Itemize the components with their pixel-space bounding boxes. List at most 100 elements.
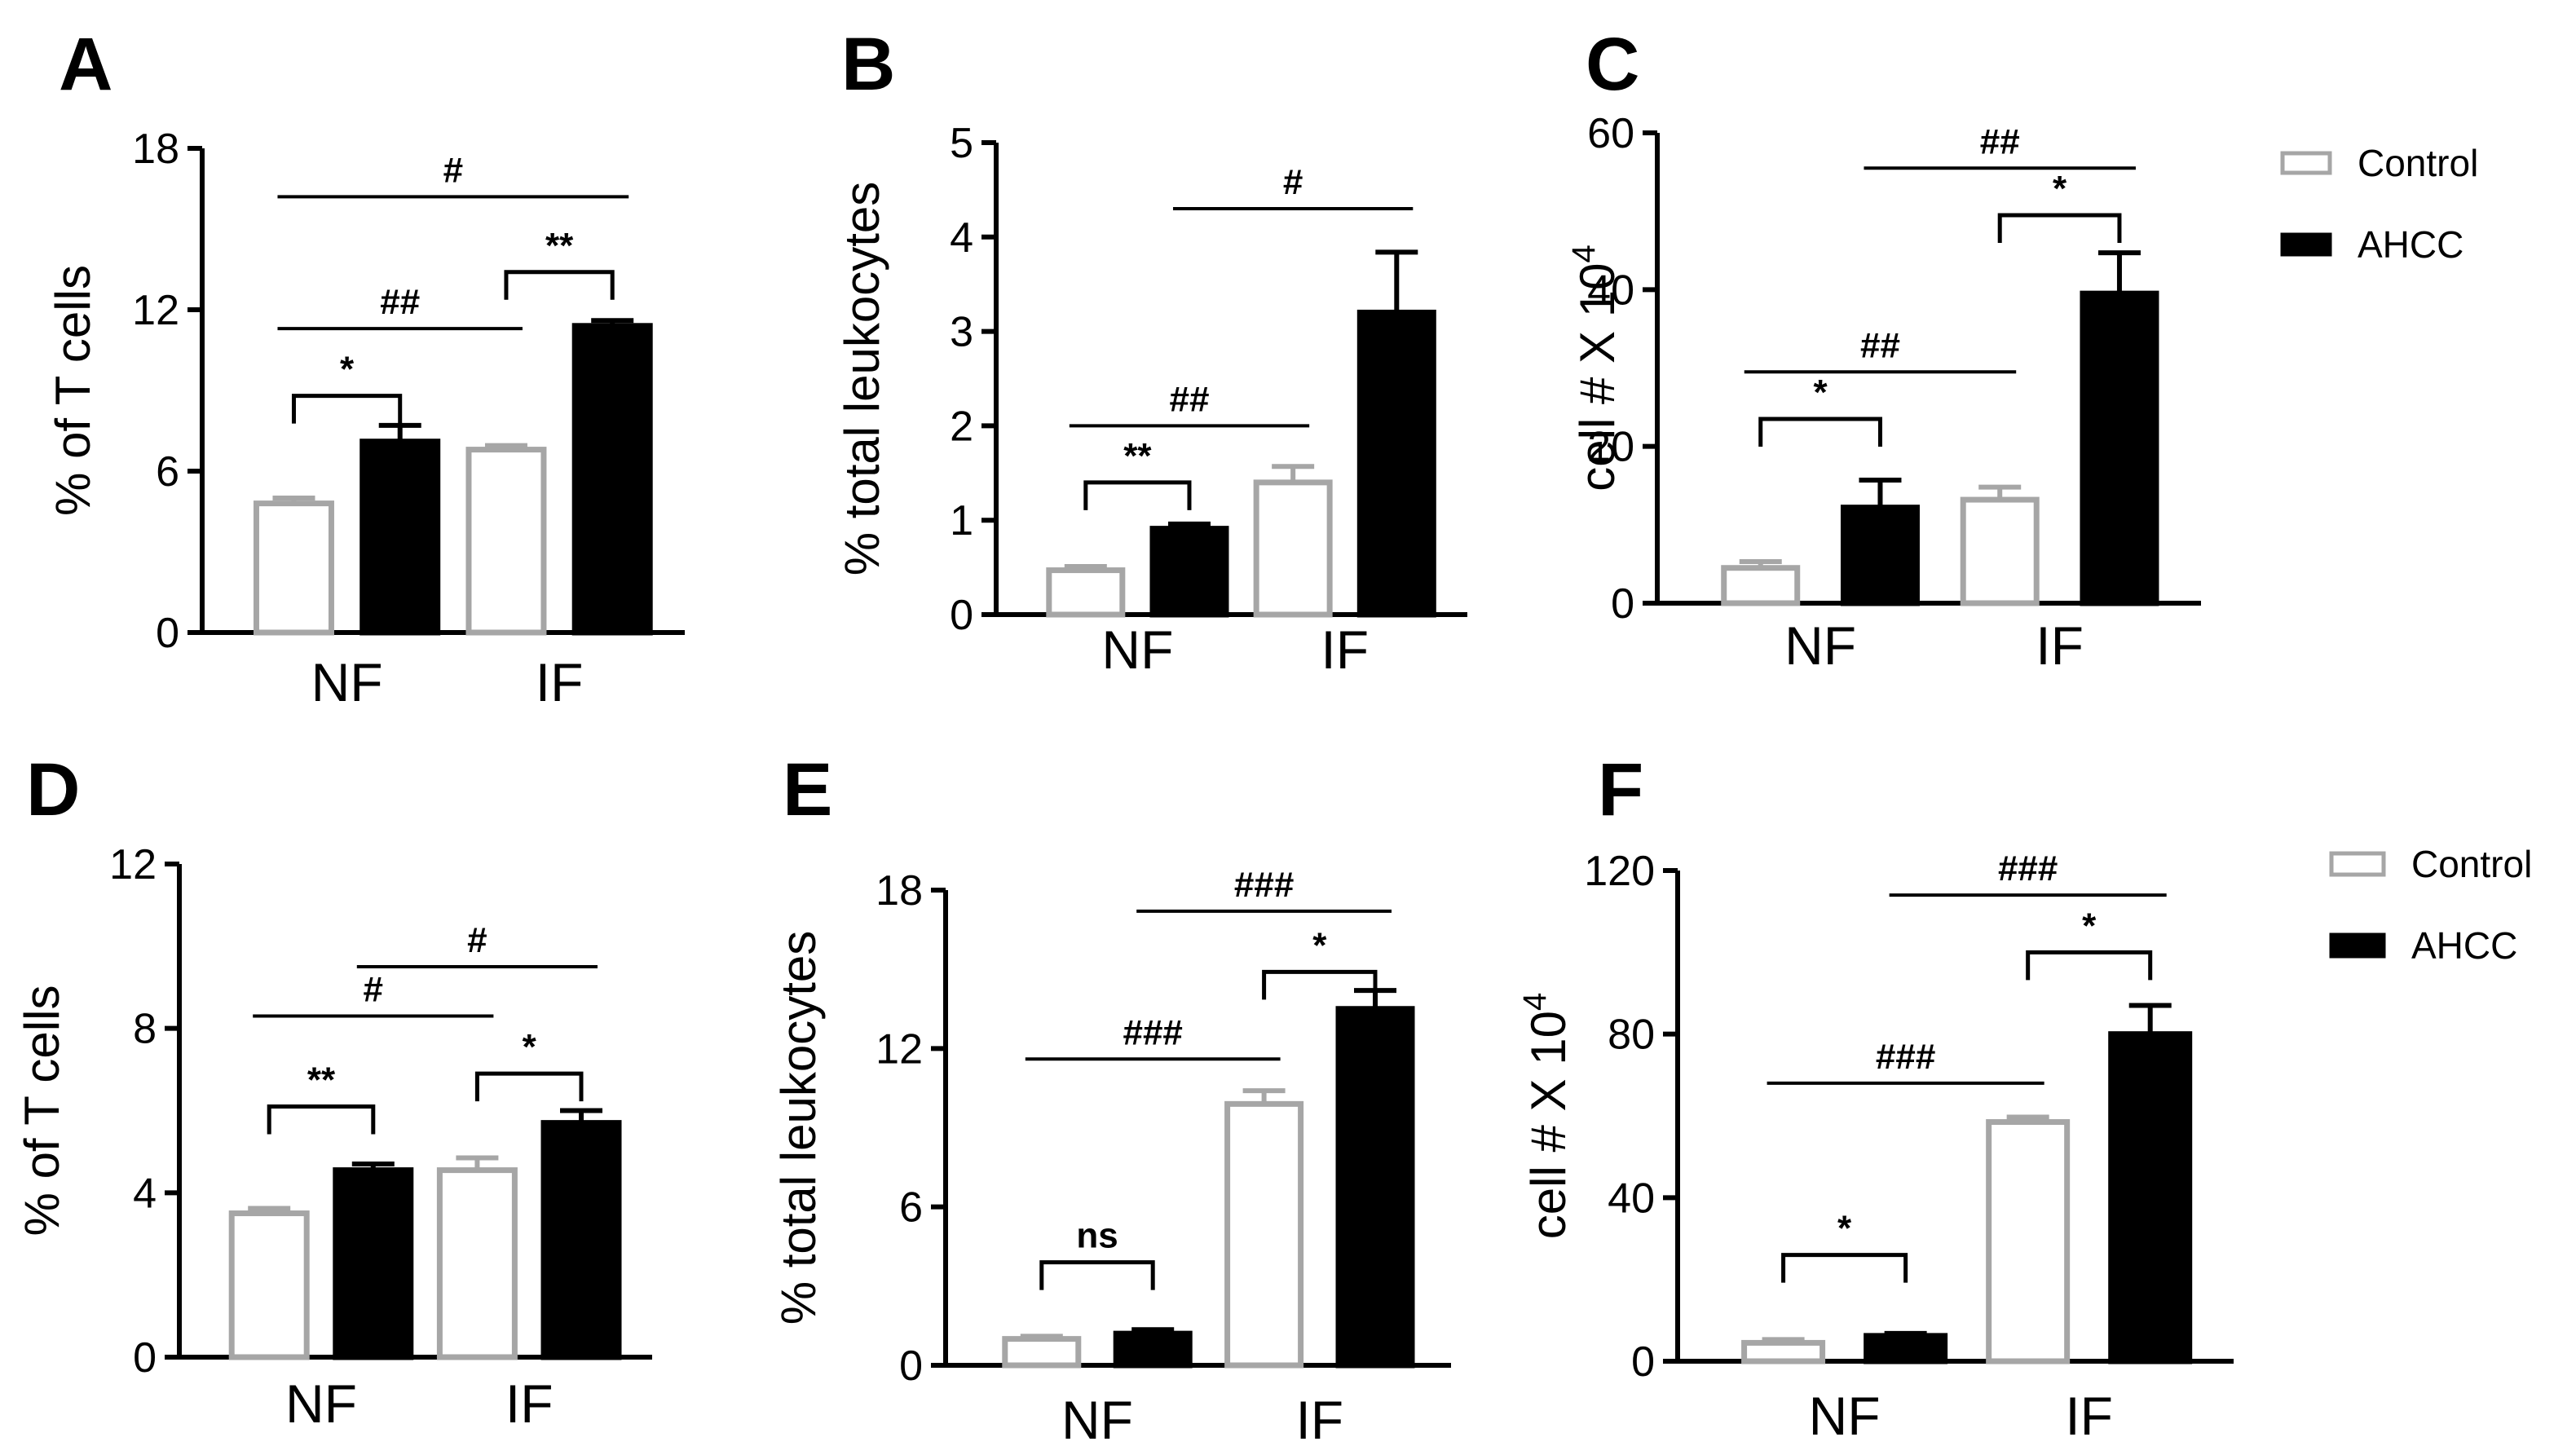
legend-label: AHCC bbox=[2358, 223, 2464, 266]
significance-bracket bbox=[291, 394, 403, 424]
bar-control-nf bbox=[1741, 1339, 1826, 1364]
y-tick-label: 12 bbox=[109, 841, 157, 888]
y-axis-label: cell # X 104 bbox=[1517, 993, 1576, 1239]
y-tick-label: 4 bbox=[133, 1170, 157, 1217]
y-tick-label: 18 bbox=[132, 126, 179, 173]
significance-label: ## bbox=[1860, 325, 1900, 365]
bar-ahcc-nf bbox=[1113, 1330, 1193, 1369]
y-tick-label: 3 bbox=[950, 309, 973, 356]
bar-control-if bbox=[1224, 1100, 1304, 1369]
significance-label: ns bbox=[1076, 1216, 1118, 1256]
y-tick-label: 6 bbox=[156, 448, 179, 496]
y-tick-label: 0 bbox=[156, 610, 179, 657]
bar-ahcc-if bbox=[2108, 1031, 2193, 1364]
y-tick-label: 20 bbox=[1587, 424, 1634, 471]
significance-label: * bbox=[1837, 1209, 1852, 1249]
legend-1: Control AHCC bbox=[2280, 142, 2478, 266]
y-tick-label: 60 bbox=[1587, 110, 1634, 157]
y-axis-label: % of T cells bbox=[46, 265, 100, 516]
x-category-label: NF bbox=[1101, 619, 1173, 680]
significance-bracket bbox=[1083, 480, 1192, 510]
significance-bracket bbox=[474, 1071, 584, 1102]
y-tick-label: 8 bbox=[133, 1006, 157, 1053]
bar-ahcc-nf bbox=[359, 439, 441, 636]
y-axis-label-superscript: 4 bbox=[1566, 245, 1602, 262]
significance-bracket bbox=[1039, 1260, 1155, 1290]
bar-control-nf bbox=[1002, 1336, 1082, 1369]
x-category-label: IF bbox=[505, 1373, 554, 1434]
bar-ahcc-if bbox=[1335, 1006, 1415, 1369]
x-category-label: IF bbox=[1321, 619, 1369, 680]
panel-letter: D bbox=[26, 748, 80, 831]
bar-control-if bbox=[465, 447, 547, 636]
significance-bracket bbox=[1758, 417, 1882, 447]
bar-ahcc-nf bbox=[1864, 1333, 1948, 1364]
x-category-label: NF bbox=[1061, 1390, 1133, 1446]
significance-bracket bbox=[1781, 1253, 1908, 1283]
y-tick-label: 6 bbox=[899, 1184, 923, 1232]
significance-label: ** bbox=[1123, 436, 1152, 476]
y-tick-label: 40 bbox=[1587, 267, 1634, 314]
y-axis-label: % total leukocytes bbox=[835, 182, 889, 576]
y-axis-label: % total leukocytes bbox=[771, 931, 826, 1325]
y-tick-label: 1 bbox=[950, 497, 973, 544]
significance-label: * bbox=[2053, 169, 2067, 209]
bar-control-nf bbox=[253, 500, 334, 636]
y-tick-label: 0 bbox=[133, 1334, 157, 1382]
panel-letter: F bbox=[1598, 748, 1643, 831]
y-tick-label: 12 bbox=[876, 1025, 923, 1073]
bar-ahcc-if bbox=[1356, 309, 1436, 618]
y-tick-label: 120 bbox=[1584, 848, 1655, 895]
significance-label: ## bbox=[380, 282, 420, 322]
bar-control-if bbox=[1253, 479, 1333, 618]
significance-label: ### bbox=[1998, 849, 2058, 888]
bar-control-nf bbox=[228, 1210, 310, 1360]
significance-bracket bbox=[504, 270, 615, 300]
legend-label: AHCC bbox=[2411, 924, 2517, 967]
y-tick-label: 18 bbox=[876, 867, 923, 915]
significance-label: ## bbox=[1980, 121, 2020, 161]
chart-panel-e: E 0 6 12 18 % total leukocytes NF IF ns ### * ### bbox=[771, 748, 1451, 1446]
legend-swatch bbox=[2329, 932, 2386, 959]
significance-label: ** bbox=[545, 226, 574, 266]
bar-control-if bbox=[1986, 1119, 2071, 1364]
x-category-label: IF bbox=[536, 652, 584, 712]
panel-letter: C bbox=[1586, 23, 1639, 106]
y-axis-label: % of T cells bbox=[15, 985, 69, 1237]
y-tick-label: 0 bbox=[950, 592, 973, 639]
significance-label: ### bbox=[1123, 1012, 1182, 1052]
legend-label: Control bbox=[2358, 142, 2478, 184]
significance-label: * bbox=[523, 1027, 537, 1067]
bar-control-nf bbox=[1721, 565, 1801, 606]
y-tick-label: 0 bbox=[899, 1342, 923, 1390]
bar-ahcc-if bbox=[571, 323, 653, 636]
bar-ahcc-if bbox=[540, 1120, 622, 1360]
bar-ahcc-nf bbox=[1149, 526, 1229, 618]
y-tick-label: 40 bbox=[1608, 1175, 1655, 1222]
x-category-label: NF bbox=[285, 1373, 357, 1434]
significance-label: * bbox=[1814, 373, 1828, 412]
significance-label: ### bbox=[1876, 1037, 1935, 1077]
legend-swatch bbox=[2280, 232, 2332, 257]
panel-letter: E bbox=[783, 748, 832, 831]
bar-ahcc-nf bbox=[1840, 505, 1920, 606]
x-category-label: NF bbox=[1809, 1386, 1881, 1446]
legend-swatch bbox=[2280, 151, 2332, 175]
panel-letter: A bbox=[59, 23, 112, 106]
bar-control-if bbox=[436, 1167, 518, 1360]
panel-letter: B bbox=[841, 23, 895, 106]
significance-label: # bbox=[364, 970, 383, 1010]
legend-swatch bbox=[2329, 851, 2386, 877]
y-tick-label: 0 bbox=[1631, 1338, 1655, 1386]
significance-bracket bbox=[1997, 213, 2122, 243]
legend-2: Control AHCC bbox=[2329, 843, 2532, 967]
significance-label: ** bbox=[307, 1060, 336, 1100]
significance-label: # bbox=[467, 920, 487, 960]
significance-label: * bbox=[1312, 925, 1327, 965]
y-tick-label: 0 bbox=[1611, 580, 1634, 628]
x-category-label: NF bbox=[1784, 615, 1856, 676]
